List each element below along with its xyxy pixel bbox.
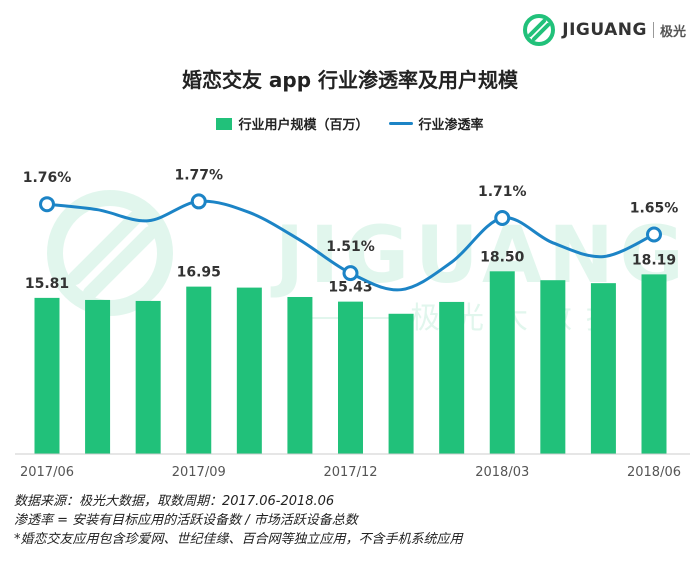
legend-item-users: 行业用户规模（百万） [216, 114, 369, 133]
bar-2017/07 [85, 299, 111, 454]
brand-logo: JIGUANG 极光 [522, 12, 686, 48]
x-tick-2017/09: 2017/09 [172, 465, 226, 480]
legend: 行业用户规模（百万） 行业渗透率 [0, 114, 700, 133]
bar-2018/06 [641, 274, 667, 454]
bar-2018/01 [388, 313, 414, 454]
bar-label-2017/09: 16.95 [177, 265, 221, 281]
legend-bar-swatch [216, 117, 233, 130]
note-definition: 渗透率 = 安装有目标应用的活跃设备数 / 市场活跃设备总数 [14, 513, 358, 528]
bar-2018/03 [489, 271, 515, 454]
legend-label-penetration: 行业渗透率 [418, 118, 484, 133]
bar-label-2017/06: 15.81 [25, 276, 69, 292]
line-point-2018/06 [646, 226, 662, 243]
line-series-group [39, 193, 662, 292]
line-labels-group: 1.76% 1.77% 1.51% 1.71% 1.65% [23, 167, 679, 255]
line-label-2017/12: 1.51% [326, 239, 375, 255]
line-label-2017/09: 1.77% [174, 167, 223, 183]
jiguang-logo-icon [523, 14, 556, 46]
note-source: 数据来源：极光大数据，取数周期：2017.06-2018.06 [14, 494, 335, 509]
line-point-2017/06 [39, 196, 55, 213]
brand-cn: 极光 [659, 24, 686, 40]
notes: 数据来源：极光大数据，取数周期：2017.06-2018.06 渗透率 = 安装… [14, 492, 463, 549]
line-point-2017/12 [342, 265, 359, 282]
bar-2018/02 [439, 301, 465, 454]
bar-2018/04 [540, 280, 566, 454]
bar-labels-group: 15.81 16.95 15.43 18.50 18.19 [25, 249, 676, 295]
bar-label-2017/12: 15.43 [328, 280, 372, 296]
x-tick-2018/06: 2018/06 [627, 465, 681, 480]
bar-2017/12 [338, 301, 363, 454]
bar-label-2018/03: 18.50 [480, 249, 525, 265]
bar-2017/10 [236, 287, 262, 454]
x-tick-2017/06: 2017/06 [20, 465, 74, 480]
line-point-2017/09 [190, 193, 207, 210]
bar-2017/06 [34, 297, 60, 454]
x-ticks-group: 2017/06 2017/09 2017/12 2018/03 2018/06 [20, 465, 681, 480]
x-tick-2017/12: 2017/12 [323, 465, 377, 480]
note-scope: *婚恋交友应用包含珍爱网、世纪佳缘、百合网等独立应用，不含手机系统应用 [14, 532, 463, 547]
line-label-2018/06: 1.65% [630, 201, 679, 217]
bars-group [34, 271, 667, 454]
line-label-2017/06: 1.76% [23, 170, 72, 186]
legend-item-penetration: 行业渗透率 [388, 114, 484, 133]
line-label-2018/03: 1.71% [478, 184, 527, 200]
line-point-2018/03 [494, 209, 511, 226]
bar-2017/11 [287, 296, 313, 454]
bar-2017/09 [186, 286, 212, 454]
chart-title: 婚恋交友 app 行业渗透率及用户规模 [181, 68, 519, 92]
bar-2017/08 [135, 300, 161, 454]
legend-label-users: 行业用户规模（百万） [238, 118, 369, 133]
bar-2018/05 [590, 283, 616, 454]
brand-separator [652, 22, 654, 38]
bar-label-2018/06: 18.19 [632, 252, 676, 268]
brand-name: JIGUANG [562, 20, 647, 40]
legend-line-swatch [388, 122, 413, 125]
x-tick-2018/03: 2018/03 [475, 465, 529, 480]
